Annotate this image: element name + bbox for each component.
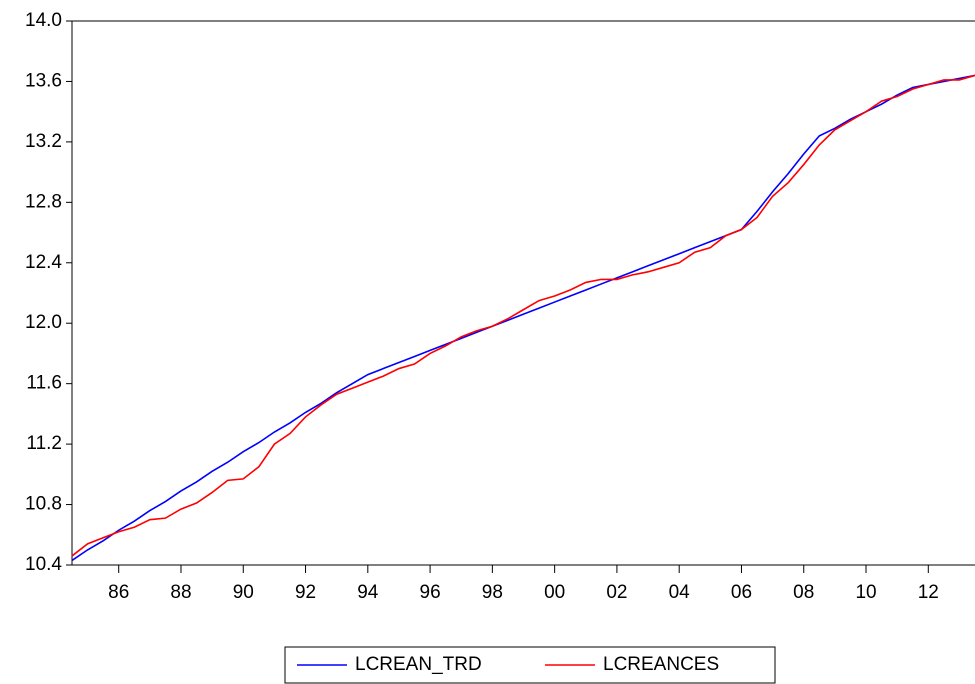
legend-box	[284, 646, 776, 684]
series-line	[71, 74, 975, 562]
y-tick-label: 12.0	[25, 312, 62, 333]
legend-label: LCREANCES	[603, 654, 719, 675]
y-tick-label: 10.8	[25, 494, 62, 515]
x-tick-label: 04	[669, 582, 691, 603]
x-tick-label: 12	[918, 582, 939, 603]
y-tick-label: 13.6	[25, 70, 62, 91]
x-tick-label: 94	[357, 582, 379, 603]
series-line	[71, 74, 975, 557]
y-tick-label: 10.4	[25, 554, 62, 575]
y-tick-label: 11.2	[26, 433, 62, 454]
x-tick-label: 88	[170, 582, 191, 603]
x-tick-label: 00	[544, 582, 565, 603]
plot-frame	[71, 20, 975, 566]
x-tick-label: 06	[731, 582, 752, 603]
x-tick-label: 08	[793, 582, 814, 603]
x-tick-label: 92	[295, 582, 316, 603]
x-tick-label: 10	[855, 582, 876, 603]
x-tick-label: 96	[420, 582, 441, 603]
legend-label: LCREAN_TRD	[355, 654, 482, 675]
x-tick-label: 98	[482, 582, 503, 603]
y-tick-label: 13.2	[25, 131, 62, 152]
y-tick-label: 11.6	[26, 373, 62, 394]
x-tick-label: 90	[233, 582, 254, 603]
y-tick-label: 14.0	[25, 10, 62, 31]
y-tick-label: 12.8	[25, 191, 62, 212]
x-tick-label: 02	[606, 582, 627, 603]
y-tick-label: 12.4	[25, 252, 62, 273]
x-tick-label: 86	[108, 582, 129, 603]
